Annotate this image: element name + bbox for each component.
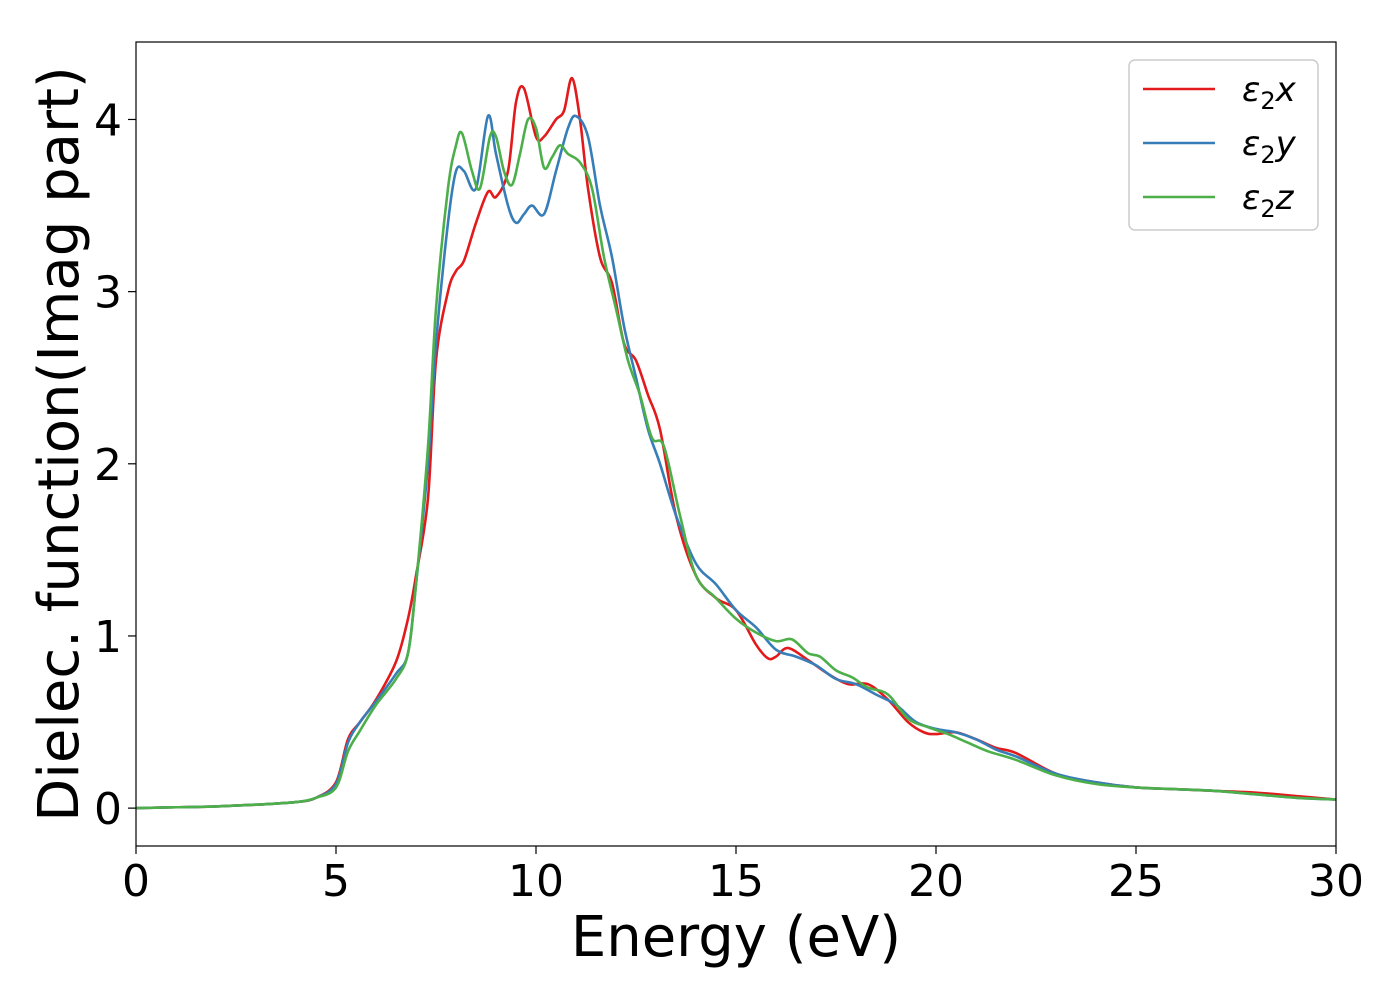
y-tick-label: 4 (94, 95, 122, 146)
x-tick-label: 5 (322, 856, 350, 907)
x-tick-label: 25 (1108, 856, 1164, 907)
legend-label-z: ε2z (1242, 178, 1295, 223)
x-axis-title: Energy (eV) (571, 905, 901, 970)
legend-box (1128, 59, 1319, 231)
legend: ε2x ε2y ε2z (1128, 59, 1319, 231)
x-tick-label: 10 (508, 856, 564, 907)
x-tick-label: 15 (708, 856, 764, 907)
x-axis: 0 5 10 15 20 25 30 (122, 846, 1364, 907)
series-line-z (136, 116, 1336, 810)
legend-label-x: ε2x (1242, 70, 1297, 115)
x-tick-label: 30 (1308, 856, 1364, 907)
series-layer (136, 76, 1336, 810)
legend-label-y: ε2y (1242, 124, 1297, 169)
y-tick-label: 0 (94, 784, 122, 835)
y-axis: 0 1 2 3 4 (94, 95, 136, 835)
x-tick-label: 0 (122, 856, 150, 907)
x-tick-label: 20 (908, 856, 964, 907)
series-line-y (136, 114, 1336, 810)
y-axis-title: Dielec. function(Imag part) (27, 66, 92, 822)
y-tick-label: 2 (94, 440, 122, 491)
y-tick-label: 1 (94, 612, 122, 663)
y-tick-label: 3 (94, 268, 122, 319)
